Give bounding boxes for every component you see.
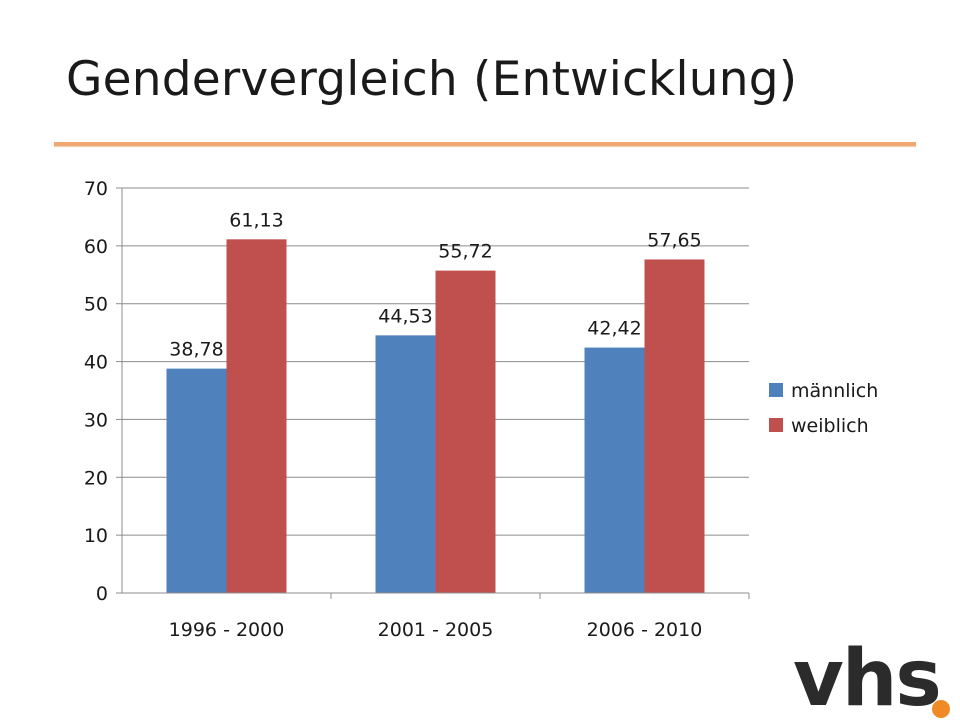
data-label: 42,42	[587, 318, 641, 340]
legend: männlich weiblich	[769, 380, 878, 437]
y-tick-label: 50	[84, 294, 108, 316]
bar-maennlich	[166, 368, 227, 593]
bar-maennlich	[584, 347, 645, 593]
bars	[166, 239, 705, 594]
data-label: 44,53	[378, 305, 432, 327]
labels: 0 10 20 30 40 50 60 70 38,78 61,13 1996 - 2000 44,5…	[84, 178, 703, 641]
bar-weiblich	[644, 259, 705, 593]
y-tick-label: 0	[96, 583, 108, 605]
bar-weiblich	[226, 239, 287, 594]
y-tick-label: 30	[84, 409, 108, 431]
data-label: 57,65	[647, 229, 701, 251]
title-underline	[54, 142, 916, 146]
axes	[116, 187, 750, 599]
legend-label: weiblich	[791, 415, 869, 437]
y-tick-label: 70	[84, 178, 108, 200]
logo-dot	[932, 700, 950, 718]
y-tick-label: 20	[84, 467, 108, 489]
legend-label: männlich	[791, 380, 878, 402]
slide-title: Gendervergleich (Entwicklung)	[66, 52, 798, 107]
legend-swatch	[769, 383, 783, 397]
y-tick-label: 10	[84, 525, 108, 547]
data-label: 61,13	[229, 209, 283, 231]
x-tick-label: 1996 - 2000	[169, 619, 285, 641]
y-tick-label: 40	[84, 352, 108, 374]
x-tick-label: 2001 - 2005	[378, 619, 494, 641]
bar-weiblich	[435, 270, 496, 593]
x-tick-label: 2006 - 2010	[587, 619, 703, 641]
y-tick-label: 60	[84, 236, 108, 258]
bar-maennlich	[375, 335, 436, 593]
vhs-logo: vhs	[793, 634, 942, 724]
legend-swatch	[769, 418, 783, 432]
data-label: 55,72	[438, 241, 492, 263]
data-label: 38,78	[169, 339, 223, 361]
